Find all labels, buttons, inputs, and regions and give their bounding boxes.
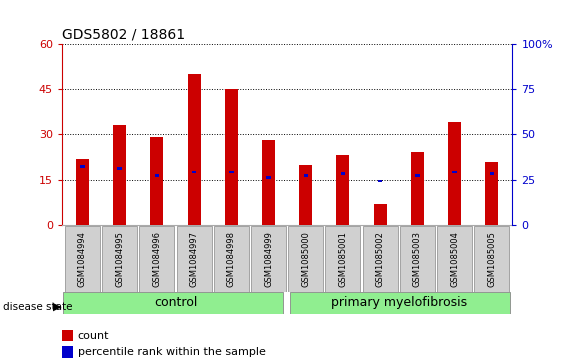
Bar <box>448 122 461 225</box>
FancyBboxPatch shape <box>437 227 472 292</box>
FancyBboxPatch shape <box>251 227 286 292</box>
Bar <box>229 171 234 174</box>
Text: count: count <box>78 331 109 341</box>
FancyBboxPatch shape <box>363 227 397 292</box>
Bar <box>415 174 419 177</box>
FancyBboxPatch shape <box>400 227 435 292</box>
Text: GDS5802 / 18861: GDS5802 / 18861 <box>62 27 185 41</box>
Text: GSM1085000: GSM1085000 <box>301 231 310 286</box>
FancyBboxPatch shape <box>325 227 360 292</box>
FancyBboxPatch shape <box>140 227 175 292</box>
Bar <box>485 162 498 225</box>
FancyBboxPatch shape <box>290 291 510 314</box>
Bar <box>113 125 126 225</box>
Bar <box>374 204 387 225</box>
Bar <box>378 180 382 182</box>
Text: GSM1084996: GSM1084996 <box>153 231 162 287</box>
Text: percentile rank within the sample: percentile rank within the sample <box>78 347 266 357</box>
FancyBboxPatch shape <box>288 227 323 292</box>
Text: GSM1084994: GSM1084994 <box>78 231 87 286</box>
Text: primary myelofibrosis: primary myelofibrosis <box>330 296 467 309</box>
Text: GSM1085002: GSM1085002 <box>376 231 385 286</box>
Text: GSM1084995: GSM1084995 <box>115 231 124 286</box>
Bar <box>187 74 200 225</box>
Bar <box>76 159 89 225</box>
Bar <box>453 171 457 174</box>
FancyBboxPatch shape <box>214 227 249 292</box>
Bar <box>62 346 73 358</box>
Text: disease state: disease state <box>3 302 72 312</box>
Bar <box>411 152 424 225</box>
Bar <box>303 174 308 177</box>
Text: GSM1084997: GSM1084997 <box>190 231 199 287</box>
Text: GSM1085001: GSM1085001 <box>338 231 347 286</box>
Text: ▶: ▶ <box>53 302 62 312</box>
Bar <box>80 165 84 168</box>
FancyBboxPatch shape <box>102 227 137 292</box>
Text: GSM1085004: GSM1085004 <box>450 231 459 286</box>
FancyBboxPatch shape <box>475 227 510 292</box>
Text: GSM1084998: GSM1084998 <box>227 231 236 287</box>
Bar <box>299 164 312 225</box>
Bar <box>225 89 238 225</box>
Text: GSM1085003: GSM1085003 <box>413 231 422 287</box>
Bar <box>266 176 271 179</box>
Bar <box>155 174 159 177</box>
Bar <box>150 137 163 225</box>
FancyBboxPatch shape <box>63 291 283 314</box>
Bar <box>262 140 275 225</box>
Bar <box>118 167 122 170</box>
FancyBboxPatch shape <box>177 227 212 292</box>
Bar <box>337 155 350 225</box>
Bar <box>341 172 345 175</box>
Text: control: control <box>154 296 197 309</box>
Text: GSM1084999: GSM1084999 <box>264 231 273 286</box>
Bar <box>490 172 494 175</box>
FancyBboxPatch shape <box>65 227 100 292</box>
Bar <box>192 171 196 174</box>
Text: GSM1085005: GSM1085005 <box>488 231 497 286</box>
Bar <box>62 330 73 341</box>
